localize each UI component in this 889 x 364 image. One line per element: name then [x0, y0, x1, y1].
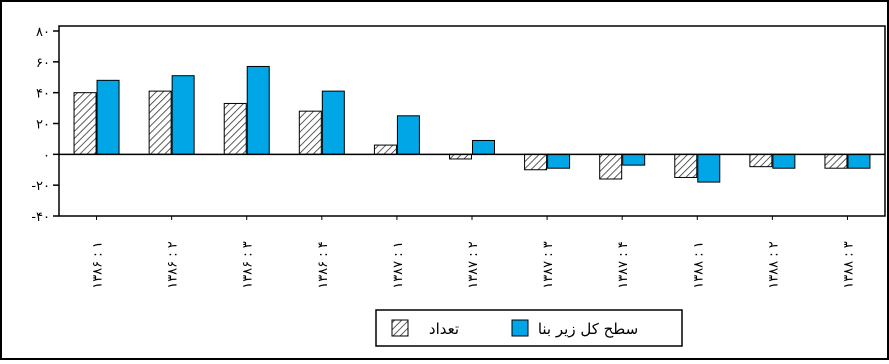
x-tick-label: ۱۳۸۷ : ۴	[616, 241, 631, 289]
bar-series-1	[148, 90, 172, 155]
x-axis-labels: ۱۳۸۶ : ۱ ۱۳۸۶ : ۲ ۱۳۸۶ : ۳ ۱۳۸۶ : ۴ ۱۳۸۷ : ۱…	[91, 241, 857, 289]
y-tick-label: -۲۰	[31, 179, 50, 194]
legend-label-series-2: سطح کل زیر بنا	[538, 320, 638, 338]
y-tick-label: ۴۰	[36, 87, 50, 102]
y-tick-label: -۴۰	[31, 210, 50, 225]
y-tick-label: ۶۰	[36, 56, 50, 71]
bar-series-2	[246, 65, 270, 155]
x-tick-label: ۱۳۸۶ : ۴	[316, 241, 331, 289]
legend-box	[375, 309, 683, 347]
x-tick-label: ۱۳۸۶ : ۳	[241, 241, 256, 289]
y-tick-label: ۰	[43, 148, 50, 163]
x-tick-label: ۱۳۸۶ : ۱	[91, 241, 106, 289]
legend-swatch-series-1	[391, 319, 409, 337]
bar-series-1	[73, 92, 97, 155]
bar-series-1	[298, 110, 322, 155]
bar-series-2	[472, 139, 495, 155]
bar-series-1	[824, 153, 848, 169]
bar-series-2	[321, 90, 345, 155]
legend-label-series-1: تعداد	[429, 320, 459, 338]
x-tick-label: ۱۳۸۸ : ۲	[766, 241, 781, 289]
x-tick-label: ۱۳۸۸ : ۳	[841, 241, 856, 289]
y-axis: ۸۰ ۶۰ ۴۰ ۲۰ ۰ -۲۰ -۴۰	[31, 25, 59, 225]
x-tick-label: ۱۳۸۶ : ۲	[166, 241, 181, 289]
bar-series-2	[772, 153, 796, 169]
x-tick-label: ۱۳۸۸ : ۱	[691, 241, 706, 289]
bar-series-2	[396, 115, 420, 155]
y-tick-label: ۲۰	[36, 118, 50, 133]
bar-series-1	[674, 153, 698, 178]
bar-series-2	[847, 153, 871, 169]
bar-series-2	[171, 75, 195, 155]
bar-series-2	[622, 153, 646, 166]
x-tick-label: ۱۳۸۷ : ۲	[466, 241, 481, 289]
bars	[73, 65, 871, 220]
legend: سطح کل زیر بنا تعداد	[375, 309, 683, 347]
bar-series-1	[524, 153, 548, 171]
y-tick-label: ۸۰	[36, 25, 50, 40]
x-tick-label: ۱۳۸۷ : ۱	[391, 241, 406, 289]
bar-series-1	[749, 153, 773, 168]
bar-series-1	[599, 153, 623, 180]
bar-series-2	[697, 153, 721, 183]
legend-swatch-series-2	[511, 319, 529, 337]
x-tick-label: ۱۳۸۷ : ۳	[541, 241, 556, 289]
bar-series-1	[373, 144, 397, 155]
bar-series-2	[547, 153, 571, 169]
bar-series-1	[223, 102, 247, 155]
bar-series-2	[96, 79, 120, 155]
